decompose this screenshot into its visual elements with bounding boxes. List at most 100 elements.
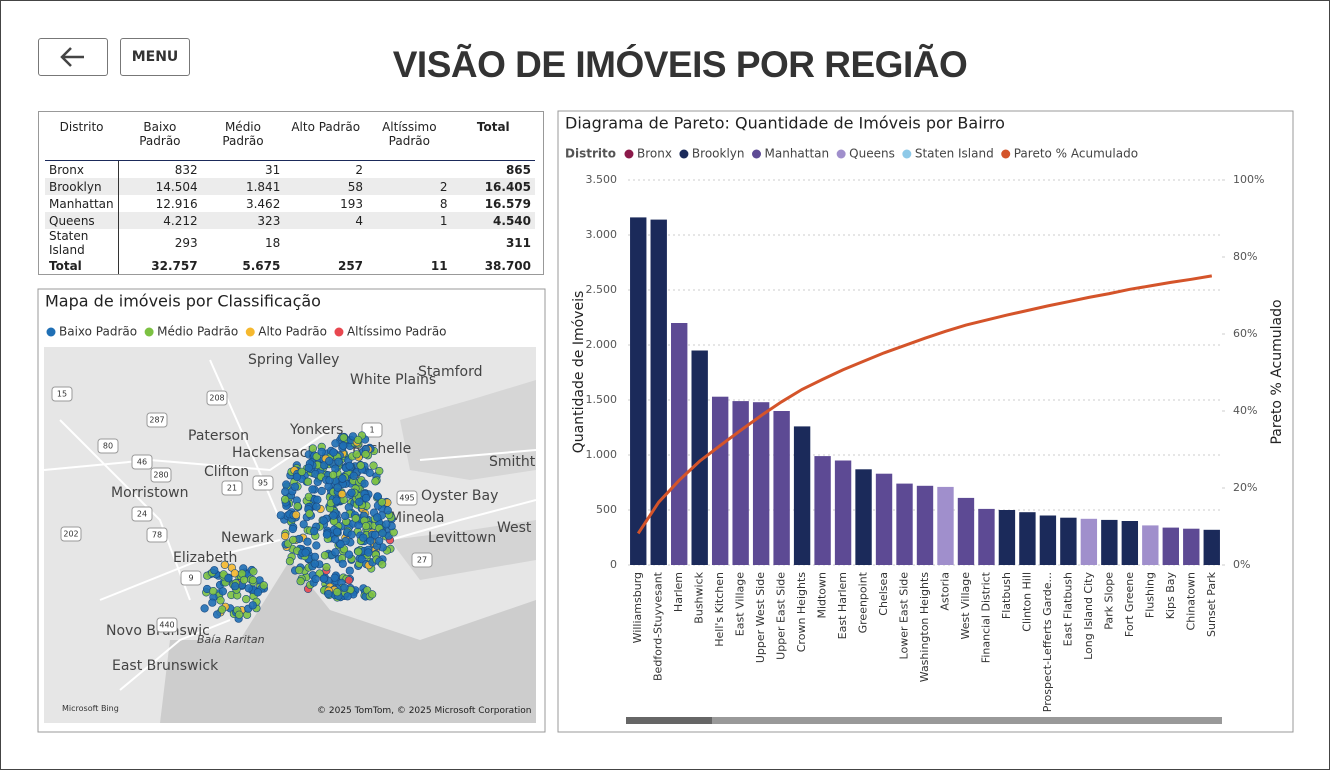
column-header: Alto Padrão: [284, 120, 368, 161]
x-tick-label: East Flatbush: [1061, 572, 1074, 646]
map-point: [288, 524, 297, 534]
map-point: [292, 472, 302, 482]
map-point: [366, 536, 375, 546]
y2-tick-label: 80%: [1233, 250, 1257, 263]
route-number: 27: [417, 556, 427, 565]
map-point: [290, 482, 300, 491]
map-place-label: East Brunswick: [112, 658, 219, 674]
map-point: [364, 548, 373, 557]
map-point: [240, 575, 249, 585]
map-point: [253, 588, 262, 597]
map-point: [281, 531, 290, 541]
table-row: Total 32.757 5.675 257 11 38.700: [45, 257, 535, 274]
bar: [957, 497, 975, 565]
menu-button[interactable]: MENU: [120, 38, 190, 76]
table-row: Bronx 832 31 2 865: [45, 160, 535, 178]
map-legend-marker: [334, 327, 344, 337]
map-point: [305, 509, 314, 518]
x-tick-label: West Village: [959, 572, 972, 640]
x-tick-label: Williamsburg: [631, 572, 644, 643]
scrollbar-track[interactable]: [626, 717, 1222, 724]
map-legend-marker: [144, 327, 154, 337]
y2-axis-title: Pareto % Acumulado: [1269, 299, 1285, 444]
scrollbar-thumb[interactable]: [626, 717, 712, 724]
table-cell: 1: [367, 212, 452, 229]
map-point: [310, 526, 319, 536]
column-header: Distrito: [45, 120, 119, 161]
column-header: Altíssimo Padrão: [367, 120, 452, 161]
pareto-panel: [557, 110, 1294, 733]
table-row: Manhattan 12.916 3.462 193 8 16.579: [45, 195, 535, 212]
x-tick-label: Fort Greene: [1123, 572, 1136, 637]
map-point: [308, 485, 317, 494]
route-shield: [131, 454, 153, 470]
route-shield: [150, 467, 172, 483]
x-tick-label: Greenpoint: [857, 571, 870, 633]
bar: [814, 456, 831, 565]
bar: [855, 469, 872, 565]
bar: [1121, 521, 1139, 565]
route-number: 9: [188, 574, 193, 583]
map-water: [160, 560, 536, 723]
table-cell: 38.700: [484, 258, 531, 273]
map-point: [313, 495, 322, 504]
map-point: [340, 583, 349, 592]
bar: [1183, 528, 1200, 565]
bar: [978, 508, 995, 565]
bar: [937, 486, 954, 565]
x-tick-label: Flatbush: [1000, 572, 1013, 619]
map-place-label: Levittown: [428, 530, 496, 546]
bar: [691, 350, 708, 565]
table-cell: 257: [337, 258, 364, 273]
map-point: [244, 584, 253, 593]
map-point: [347, 530, 356, 539]
table-cell: 31: [265, 162, 281, 177]
route-number: 280: [153, 471, 168, 480]
x-tick-label: Clinton Hill: [1020, 572, 1033, 632]
map-point: [331, 548, 340, 557]
map-point: [339, 433, 348, 442]
bar: [650, 219, 667, 565]
back-button[interactable]: [38, 38, 108, 76]
map-point: [369, 461, 378, 470]
route-number: 287: [149, 416, 164, 425]
map-place-label: Spring Valley: [248, 352, 339, 368]
table-panel: Distrito Baixo Padrão Médio Padrão Alto Pad…: [38, 111, 544, 275]
table-cell: 865: [505, 162, 531, 177]
map-point: [343, 592, 352, 601]
table-cell: 8: [439, 196, 448, 211]
map-point: [339, 441, 348, 450]
map-point: [304, 463, 313, 472]
map-point: [218, 605, 227, 614]
table-cell: Bronx: [45, 160, 119, 178]
table-row: Staten Island 293 18 311: [45, 229, 535, 257]
map-place-label: Yonkers: [289, 422, 343, 438]
map-point: [296, 577, 305, 586]
map-point: [334, 457, 343, 466]
x-tick-label: Bedford-Stuyvesant: [652, 571, 665, 681]
map-point: [333, 483, 342, 492]
legend-label: Staten Island: [915, 147, 994, 161]
table-cell: 2: [355, 162, 364, 177]
map-point: [308, 444, 318, 453]
map-point: [362, 493, 371, 503]
map-place-label: Oyster Bay: [421, 488, 498, 504]
x-tick-label: Harlem: [672, 572, 685, 612]
table-cell: 16.405: [451, 178, 535, 195]
map-point: [360, 479, 369, 488]
table-cell: Total: [45, 257, 119, 274]
map-point: [329, 470, 338, 480]
bar: [1060, 517, 1077, 565]
bar: [834, 460, 852, 565]
route-shield: [361, 422, 383, 438]
map-point: [325, 456, 334, 466]
table-cell: 58: [284, 178, 368, 195]
map-point: [352, 450, 361, 459]
bar: [1080, 518, 1098, 565]
legend-marker: [679, 149, 689, 159]
x-tick-label: Long Island City: [1082, 572, 1095, 660]
map-point: [373, 513, 382, 522]
map-point: [370, 530, 380, 540]
bar: [671, 323, 688, 565]
